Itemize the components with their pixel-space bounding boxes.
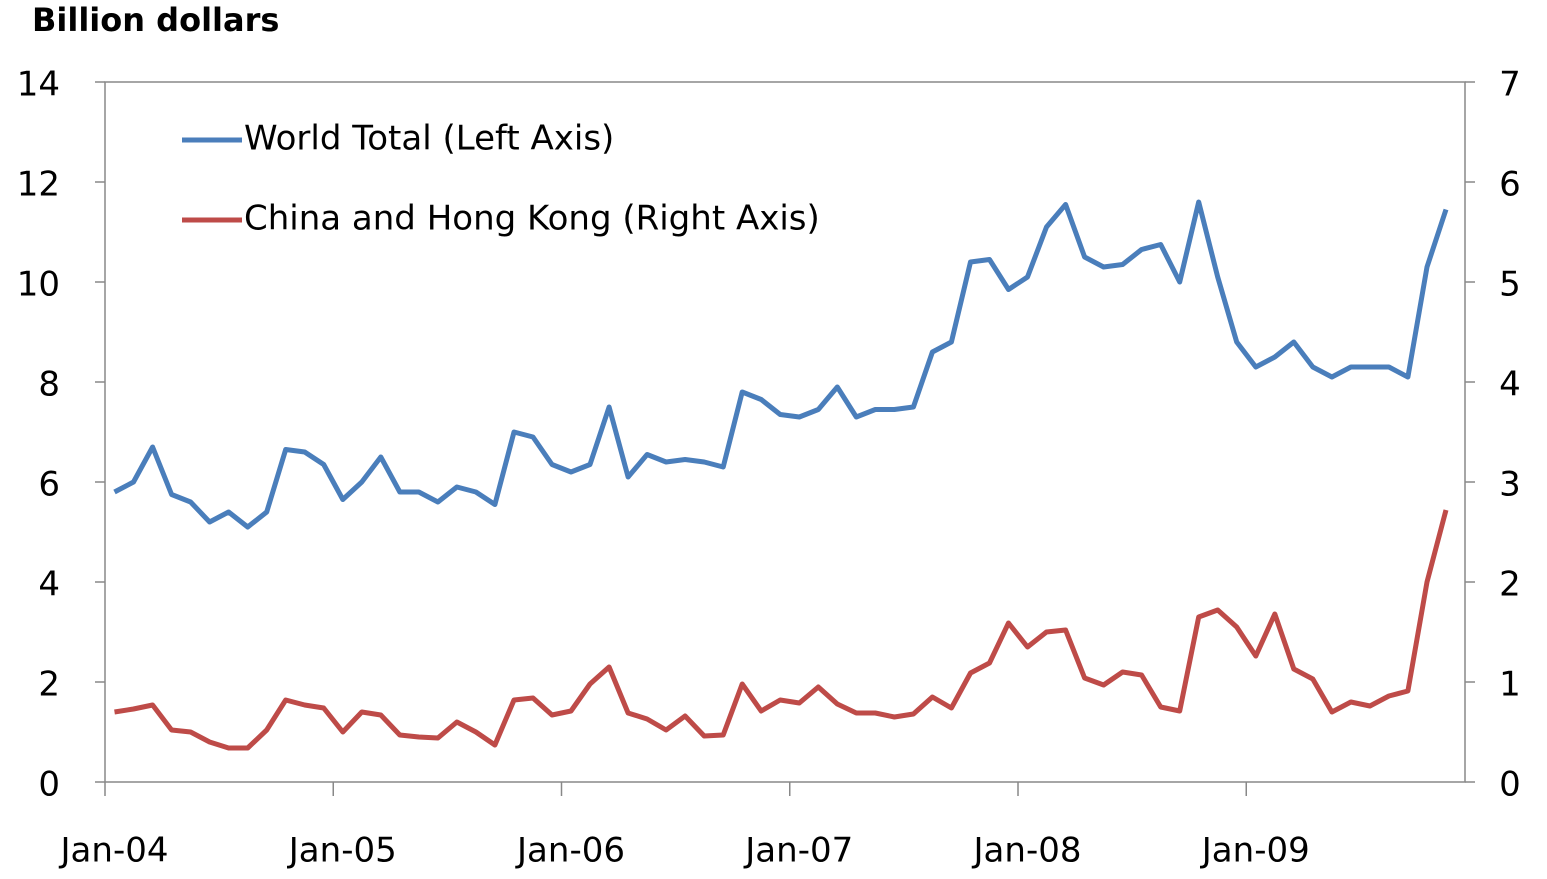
y-axis-title: Billion dollars	[32, 1, 279, 39]
x-tick-label: Jan-05	[287, 831, 397, 871]
y-tick-label: 4	[38, 565, 60, 605]
series-line	[113, 199, 1449, 530]
y2-tick-label: 4	[1499, 365, 1521, 405]
y-tick-label: 12	[17, 165, 60, 205]
y-tick-label: 8	[38, 365, 60, 405]
y-tick-label: 6	[38, 465, 60, 505]
y-tick-label: 2	[38, 665, 60, 705]
x-tick-label: Jan-07	[743, 831, 853, 871]
legend-label: China and Hong Kong (Right Axis)	[244, 199, 820, 239]
y2-tick-label: 5	[1499, 265, 1521, 305]
plot-area	[104, 81, 1466, 783]
y2-tick-label: 3	[1499, 465, 1521, 505]
x-tick-label: Jan-06	[515, 831, 625, 871]
y2-tick-label: 7	[1499, 65, 1521, 105]
x-tick-label: Jan-09	[1200, 831, 1310, 871]
y2-tick-label: 2	[1499, 565, 1521, 605]
series-line	[114, 509, 1449, 751]
x-tick-label: Jan-04	[59, 831, 169, 871]
y2-tick-label: 1	[1499, 665, 1521, 705]
y2-tick-label: 6	[1499, 165, 1521, 205]
y-tick-label: 0	[38, 765, 60, 805]
x-tick-label: Jan-08	[972, 831, 1082, 871]
y-tick-label: 10	[17, 265, 60, 305]
y2-tick-label: 0	[1499, 765, 1521, 805]
y-tick-label: 14	[17, 65, 60, 105]
legend-label: World Total (Left Axis)	[244, 119, 614, 159]
